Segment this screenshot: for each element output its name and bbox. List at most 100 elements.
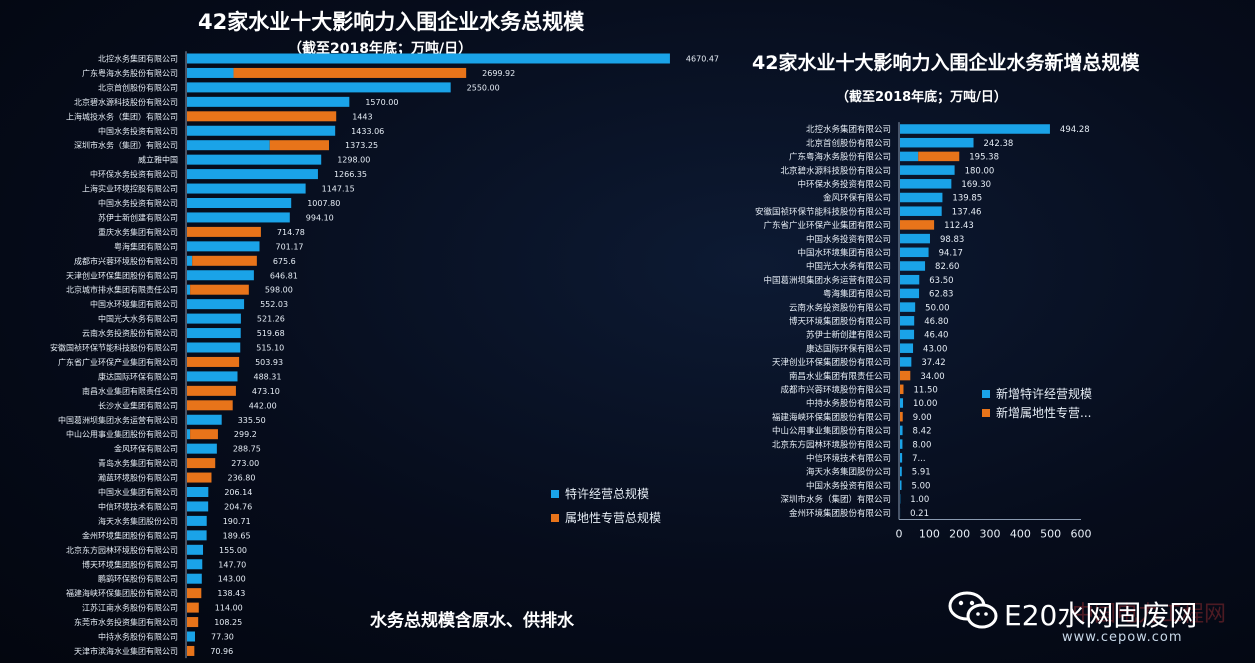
chart2-subtitle: （截至2018年底；万吨/日） [836,90,1007,105]
chart2-x-tick-label: 600 [1071,527,1092,540]
chart1-category-label: 金州环境集团股份有限公司 [82,530,178,540]
chart1-bar-franchise [187,183,306,194]
chart1-value-label: 108.25 [214,618,242,627]
chart1-category-label: 中国葛洲坝集团水务运营有限公司 [58,415,178,425]
chart1-value-label: 1433.06 [351,127,384,136]
chart1-value-label: 521.26 [257,315,285,324]
watermark-faint: 中国电力工程网 [1072,602,1227,627]
chart1-category-label: 上海实业环境控股有限公司 [82,184,178,194]
chart1-category-label: 北京碧水源科技股份有限公司 [74,97,178,107]
chart1-bar-franchise [187,82,451,93]
chart1-category-label: 中山公用事业集团股份有限公司 [66,429,178,439]
chart1-bar-franchise [187,515,207,526]
chart1-category-label: 广东粤海水务股份有限公司 [82,68,178,78]
chart2-value-label: 50.00 [925,303,949,313]
chart2-bar-franchise [900,247,929,258]
chart1-value-label: 335.50 [238,416,266,425]
chart2-bar-franchise [900,343,914,353]
chart2-category-label: 中山公用事业集团股份有限公司 [772,426,891,437]
chart1-bar-franchise [187,154,322,165]
chart1-category-label: 海天水务集团股份公司 [98,516,178,526]
chart2-bar-franchise [900,316,915,326]
chart1-category-label: 重庆水务集团有限公司 [98,227,178,237]
chart1-bar-franchise [187,443,217,454]
chart1-category-label: 南昌水业集团有限责任公司 [82,386,178,396]
chart1-value-label: 488.31 [253,372,281,381]
chart2-bar-franchise [900,165,955,175]
chart1-category-label: 中国水业集团有限公司 [98,487,178,497]
chart2-x-tick-label: 0 [896,527,903,540]
chart2-bar-franchise [900,329,915,340]
chart1-bar-franchise [187,342,241,353]
chart2-value-label: 46.80 [924,317,948,327]
chart2-category-label: 中国水务投资有限公司 [806,234,891,245]
chart1-value-label: 236.80 [227,474,255,483]
chart1-value-label: 4670.47 [686,55,719,64]
chart1-bar-franchise [187,299,245,310]
chart2-category-label: 苏伊士新创建有限公司 [806,330,891,341]
chart1-value-label: 515.10 [256,344,284,353]
chart2-x-tick-label: 500 [1040,527,1061,540]
chart2-value-label: 195.38 [969,153,999,163]
chart1-bar-franchise [187,96,350,107]
chart1-category-label: 博天环境集团股份有限公司 [82,559,178,569]
chart1-value-label: 2550.00 [467,83,500,92]
chart1-title: 42家水业十大影响力入围企业水务总规模 [198,10,585,34]
chart2-value-label: 46.40 [924,331,948,341]
chart2-value-label: 9.00 [913,413,932,423]
chart1-bar-franchise [187,140,270,151]
chart2-value-label: 5.00 [912,481,931,491]
chart1-category-label: 东莞市水务投资集团有限公司 [74,617,178,627]
chart1-category-label: 瀚蓝环境股份有限公司 [98,473,178,483]
chart2-category-label: 中环保水务投资有限公司 [797,179,891,190]
chart2-legend-swatch [982,409,990,417]
chart1-category-label: 青岛水务集团有限公司 [98,458,178,468]
chart2-value-label: 7... [912,454,926,464]
chart2-bar-franchise [900,398,904,408]
chart2-category-label: 深圳市水务（集团）有限公司 [780,494,891,505]
chart1-value-label: 519.68 [257,329,285,338]
chart1-legend-label: 属地性专营总规模 [565,510,661,525]
chart1-bar-franchise [187,414,222,425]
chart2-bar-franchise [900,302,916,312]
chart2-x-tick-label: 100 [919,527,940,540]
chart1-value-label: 675.6 [273,257,296,266]
chart2-category-label: 中持水务股份有限公司 [806,398,891,409]
chart1-bar-local [187,617,199,628]
chart1-bar-local [187,602,199,613]
chart1-value-label: 70.96 [210,647,233,656]
chart1-value-label: 114.00 [215,604,243,613]
chart2-category-label: 金州环境集团股份有限公司 [789,508,891,519]
chart2-bar-franchise [900,274,920,285]
chart1-bar-local [190,284,249,295]
chart1-value-label: 994.10 [306,213,334,222]
chart2-category-label: 粤海集团有限公司 [823,289,891,300]
chart2-bar-local [900,370,911,381]
chart2-category-label: 北京首创股份有限公司 [806,138,891,149]
chart1-value-label: 473.10 [252,387,280,396]
chart1-value-label: 77.30 [211,633,234,642]
chart1-category-label: 苏伊士新创建有限公司 [98,212,178,222]
chart1-bar-local [187,458,216,469]
chart1-bar-franchise [187,53,670,64]
chart1-category-label: 中国水务投资有限公司 [98,126,178,136]
chart2-value-label: 37.42 [921,358,945,368]
chart2-category-label: 中信环境技术有限公司 [806,453,891,464]
chart2-category-label: 安徽国祯环保节能科技股份有限公司 [755,206,891,217]
chart2-bar-local [918,151,960,162]
chart2-value-label: 98.83 [940,235,964,245]
chart1-value-label: 1147.15 [322,185,355,194]
chart1-value-label: 1443 [352,112,372,121]
chart2-category-label: 北京东方园林环境股份有限公司 [772,439,891,450]
chart1-category-label: 金风环保有限公司 [114,444,178,454]
chart1-bar-local [192,255,257,266]
chart1-category-label: 深圳市水务（集团）有限公司 [74,140,178,150]
chart2-value-label: 43.00 [923,344,947,354]
chart1-value-label: 288.75 [233,445,261,454]
watermark-brand: E20水网固废网 [1004,599,1198,632]
chart1-value-label: 701.17 [276,242,304,251]
chart2-bar-franchise [900,466,902,477]
chart1-category-label: 广东省广业环保产业集团有限公司 [58,357,178,367]
chart1-value-label: 1298.00 [337,156,370,165]
chart2-category-label: 北京碧水源科技股份有限公司 [780,165,891,176]
